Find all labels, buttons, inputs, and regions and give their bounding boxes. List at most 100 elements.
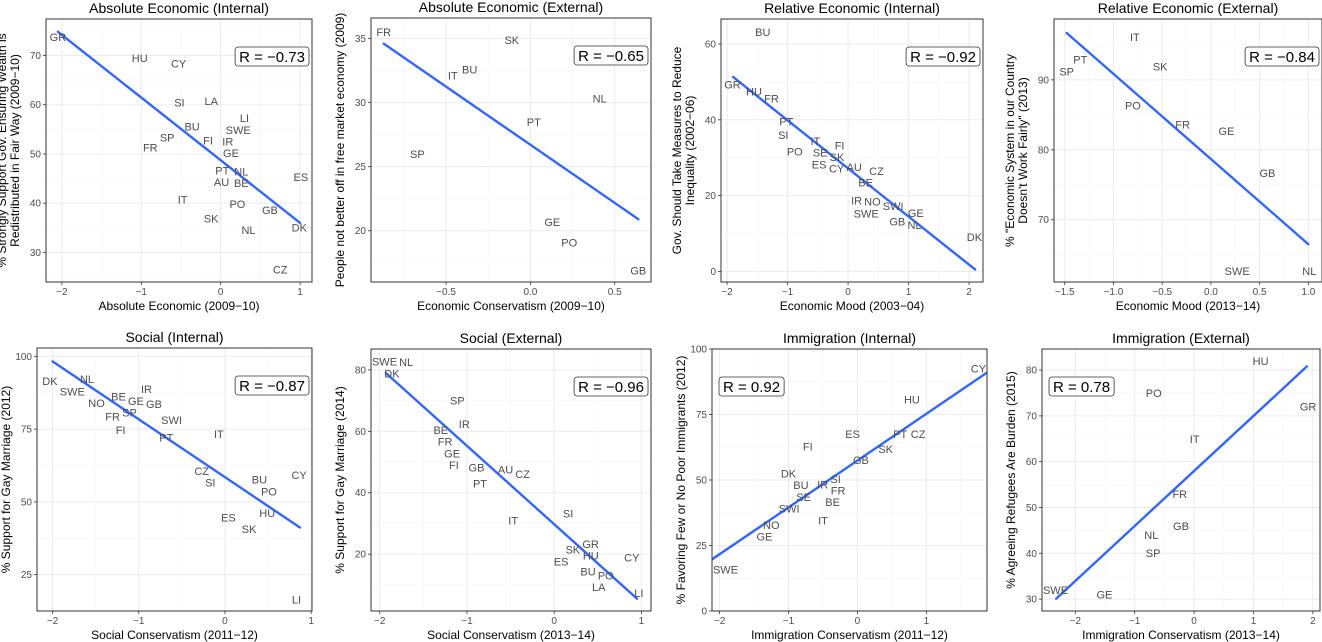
- point-label: SI: [778, 130, 788, 142]
- panel-border: [1041, 348, 1321, 612]
- point-label: SI: [174, 98, 184, 110]
- x-tick-label: 0: [845, 287, 851, 298]
- correlation-label: R = −0.92: [910, 49, 976, 66]
- y-tick-label: 30: [30, 248, 42, 259]
- y-tick-label: 80: [355, 365, 367, 376]
- point-label: SWE: [372, 356, 397, 368]
- y-axis-title: % Support for Gay Marriage (2012): [0, 386, 13, 573]
- y-tick-label: 50: [1026, 503, 1038, 514]
- point-label: BE: [234, 178, 249, 190]
- correlation-label: R = −0.96: [578, 379, 644, 396]
- correlation-annotation: R = −0.87: [234, 375, 310, 396]
- point-label: HU: [259, 508, 275, 520]
- point-label: ES: [554, 556, 569, 568]
- point-label: PT: [527, 117, 541, 129]
- point-label: PO: [598, 571, 614, 583]
- point-label: CZ: [911, 429, 926, 441]
- point-label: GR: [724, 80, 741, 92]
- point-label: SK: [878, 444, 893, 456]
- point-label: BU: [793, 480, 808, 492]
- point-label: GE: [128, 396, 144, 408]
- point-label: SWI: [779, 503, 800, 515]
- point-label: FR: [1172, 489, 1187, 501]
- point-label: BU: [462, 64, 477, 76]
- y-axis-title: % Support for Gay Marriage (2014): [333, 386, 347, 573]
- point-label: ES: [845, 429, 860, 441]
- x-tick-label: 2: [966, 287, 972, 298]
- plot-area: [51, 360, 302, 529]
- x-axis-title: Immigration Conservatism (2013−14): [1082, 628, 1280, 642]
- point-label: GR: [1300, 402, 1317, 414]
- plot-area: [731, 75, 977, 271]
- point-label: SK: [242, 524, 257, 536]
- point-label: IR: [222, 137, 233, 149]
- panel-border: [370, 348, 652, 612]
- chart-panel: −0.5 0.0 0.5 20 25 30 35 R = −0.65 FR SK IT BU NL PT S…: [333, 0, 652, 313]
- point-label: LI: [634, 588, 643, 600]
- point-label: LI: [240, 113, 249, 125]
- point-label: IT: [1190, 434, 1200, 446]
- point-label: PO: [1146, 388, 1162, 400]
- panel-border: [1053, 18, 1322, 283]
- point-label: FI: [835, 140, 845, 152]
- chart-title: Absolute Economic (Internal): [89, 0, 269, 16]
- point-label: SK: [204, 214, 219, 226]
- plot-area: [56, 30, 302, 225]
- point-label: IT: [818, 516, 828, 528]
- point-label: BE: [858, 178, 873, 190]
- x-tick-label: −1: [133, 616, 145, 627]
- chart-panel: −2 −1 0 1 0 25 50 75 100 R = 0.92 CY HU ES PT CZ FI SK GB…: [674, 330, 988, 642]
- regression-line: [51, 360, 302, 529]
- point-label: PO: [261, 486, 277, 498]
- y-tick-label: 90: [1038, 75, 1050, 86]
- y-tick-label: 60: [30, 100, 42, 111]
- x-tick-label: −2: [714, 616, 726, 627]
- point-label: CZ: [273, 265, 288, 277]
- chart-title: Immigration (External): [1112, 330, 1250, 346]
- y-tick-label: 0: [710, 267, 716, 278]
- chart-panel: −2 −1 0 1 2 30 40 50 60 70 80 R = 0.78 HU PO GR IT FR GB N…: [1004, 330, 1321, 642]
- panel-border: [370, 17, 652, 283]
- y-axis-title: % Favoring Few or No Poor Immigrants (20…: [674, 356, 688, 605]
- point-label: NL: [1302, 266, 1316, 278]
- regression-line: [731, 75, 977, 271]
- point-label: IT: [1130, 32, 1140, 44]
- point-label: FI: [449, 460, 459, 472]
- plot-area: [384, 371, 639, 600]
- point-label: NL: [593, 94, 607, 106]
- x-tick-label: 1: [1251, 616, 1257, 627]
- point-label: SWE: [713, 564, 738, 576]
- point-label: LA: [204, 96, 218, 108]
- x-tick-label: 1: [639, 616, 645, 627]
- chart-panel: −2 −1 0 1 30 40 50 60 70 R = −0.73 GR HU CY SI LA LI BU S…: [0, 0, 313, 313]
- point-label: NL: [907, 220, 921, 232]
- point-label: PT: [893, 429, 907, 441]
- y-tick-label: 35: [355, 34, 367, 45]
- point-label: FI: [203, 136, 213, 148]
- x-tick-label: 0: [1191, 616, 1197, 627]
- point-label: HU: [1253, 356, 1269, 368]
- point-label: IR: [817, 480, 828, 492]
- point-label: GB: [1173, 521, 1189, 533]
- point-label: GE: [444, 448, 460, 460]
- x-axis-title: Social Conservatism (2011−12): [91, 628, 258, 642]
- chart-panel: −1.5 −1.0 −0.5 0.0 0.5 1.0 70 80 90 R = −0.84 IT PT…: [1003, 0, 1322, 313]
- panel-border: [36, 347, 313, 612]
- y-tick-label: 60: [355, 427, 367, 438]
- x-tick-label: 1: [906, 287, 912, 298]
- point-label: HU: [904, 395, 920, 407]
- point-label: GE: [1219, 126, 1235, 138]
- x-axis-title: Economic Mood (2013−14): [1116, 299, 1260, 313]
- point-label: CY: [829, 164, 845, 176]
- annotation-box: [1244, 46, 1320, 67]
- x-tick-label: 1: [924, 616, 930, 627]
- y-tick-label: 25: [355, 162, 367, 173]
- point-label: IT: [448, 71, 458, 83]
- x-tick-label: 0.0: [1204, 287, 1218, 298]
- y-tick-label: 20: [705, 191, 717, 202]
- point-label: GE: [544, 217, 560, 229]
